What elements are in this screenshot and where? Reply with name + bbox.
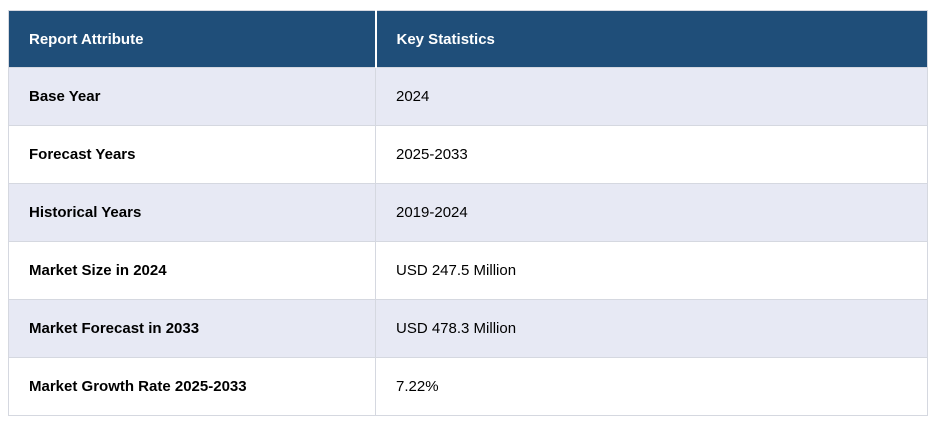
table-row: Historical Years 2019-2024: [8, 183, 928, 242]
table-row: Market Size in 2024 USD 247.5 Million: [8, 241, 928, 300]
table-row: Base Year 2024: [8, 67, 928, 126]
key-statistic-cell: 2025-2033: [375, 125, 928, 184]
key-statistic-cell: 7.22%: [375, 357, 928, 416]
table-row: Market Forecast in 2033 USD 478.3 Millio…: [8, 299, 928, 358]
report-attribute-cell: Market Size in 2024: [8, 241, 376, 300]
report-attribute-cell: Historical Years: [8, 183, 376, 242]
table-row: Market Growth Rate 2025-2033 7.22%: [8, 357, 928, 416]
key-statistic-cell: USD 478.3 Million: [375, 299, 928, 358]
table-header-row: Report Attribute Key Statistics: [8, 10, 928, 68]
key-statistic-cell: USD 247.5 Million: [375, 241, 928, 300]
report-summary-table: Report Attribute Key Statistics Base Yea…: [8, 10, 928, 416]
key-statistic-cell: 2019-2024: [375, 183, 928, 242]
report-attribute-cell: Forecast Years: [8, 125, 376, 184]
report-attribute-cell: Market Forecast in 2033: [8, 299, 376, 358]
report-attribute-cell: Base Year: [8, 67, 376, 126]
column-header-key-statistics: Key Statistics: [374, 10, 928, 68]
column-header-report-attribute: Report Attribute: [8, 10, 376, 68]
table-row: Forecast Years 2025-2033: [8, 125, 928, 184]
key-statistic-cell: 2024: [375, 67, 928, 126]
report-attribute-cell: Market Growth Rate 2025-2033: [8, 357, 376, 416]
table-body: Base Year 2024 Forecast Years 2025-2033 …: [8, 67, 928, 416]
